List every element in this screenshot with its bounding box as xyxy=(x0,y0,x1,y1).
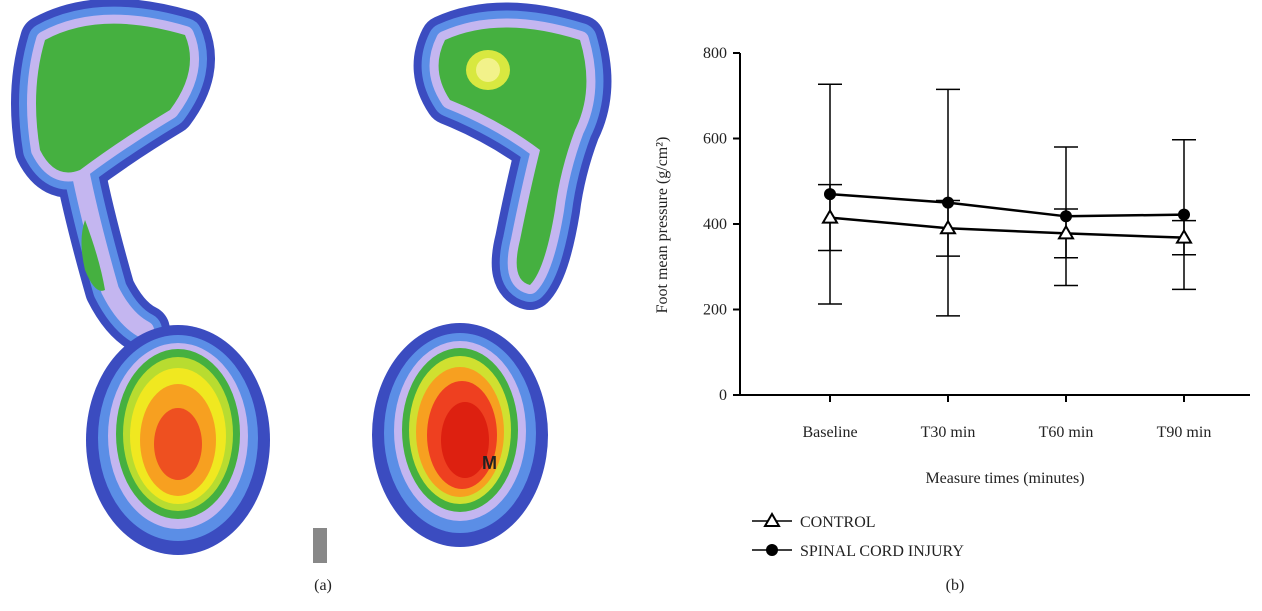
legend-label: SPINAL CORD INJURY xyxy=(800,543,964,560)
y-tick-label: 800 xyxy=(703,45,727,62)
figure: M (a) (b) Measure times (minutes) Foot m… xyxy=(0,0,1262,606)
y-tick-label: 400 xyxy=(703,216,727,233)
legend-label: CONTROL xyxy=(800,514,876,531)
x-tick-label: Baseline xyxy=(802,424,857,441)
data-point xyxy=(1178,209,1190,221)
x-axis-label: Measure times (minutes) xyxy=(925,470,1084,487)
x-tick-label: T90 min xyxy=(1157,424,1212,441)
panel-label: (a) xyxy=(314,577,332,594)
y-tick-label: 0 xyxy=(719,387,727,404)
data-point xyxy=(824,188,836,200)
data-point xyxy=(823,211,837,223)
data-point xyxy=(1060,210,1072,222)
x-tick-label: T60 min xyxy=(1039,424,1094,441)
x-tick-label: T30 min xyxy=(921,424,976,441)
legend-marker xyxy=(766,544,778,556)
series-line xyxy=(830,194,1184,216)
map-annotation: M xyxy=(482,453,497,473)
pressure-map: M xyxy=(36,24,586,563)
y-axis-label: Foot mean pressure (g/cm²) xyxy=(654,137,671,314)
panel-label: (b) xyxy=(946,577,965,594)
series-line xyxy=(830,218,1184,238)
page: M (a) (b) Measure times (minutes) Foot m… xyxy=(0,0,1262,611)
data-point xyxy=(942,197,954,209)
y-tick-label: 600 xyxy=(703,131,727,148)
y-tick-label: 200 xyxy=(703,302,727,319)
legend-marker xyxy=(765,514,779,526)
